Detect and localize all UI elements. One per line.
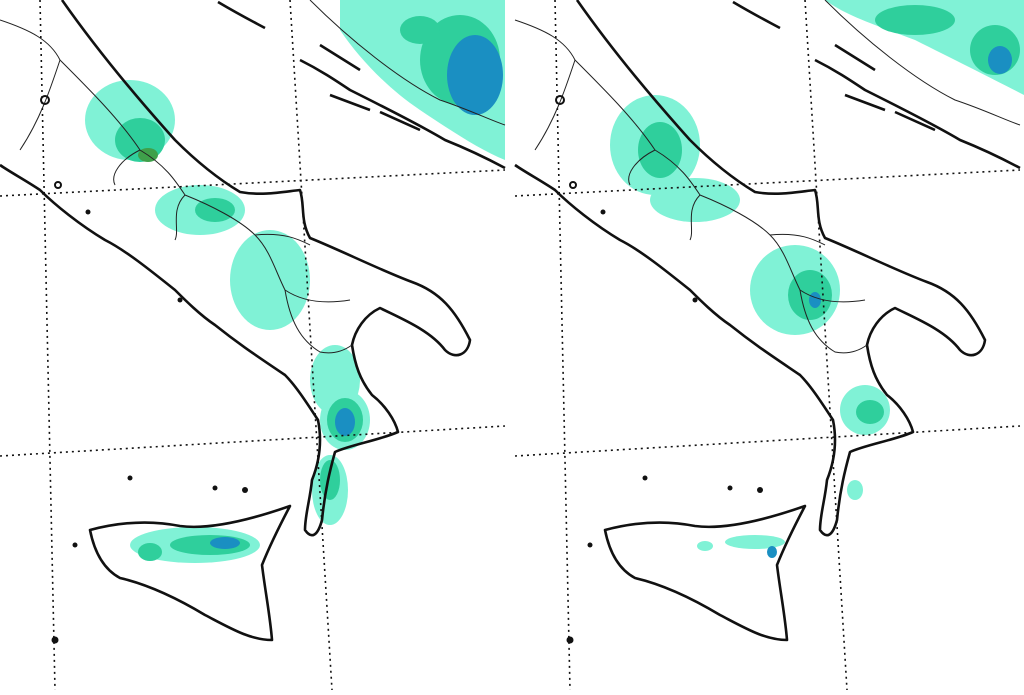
basemap (513, 0, 1022, 692)
precipitation (85, 0, 505, 563)
right-panel (513, 0, 1024, 692)
left-panel (0, 0, 507, 692)
panel-gap (507, 0, 515, 695)
precipitation (610, 0, 1024, 558)
